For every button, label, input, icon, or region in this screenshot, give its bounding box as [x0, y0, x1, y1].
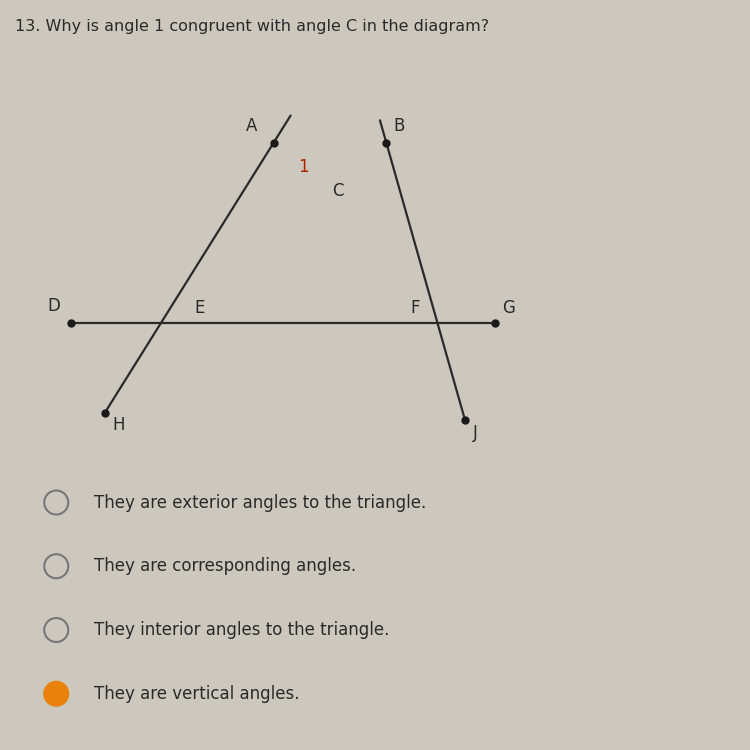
Text: They interior angles to the triangle.: They interior angles to the triangle.: [94, 621, 389, 639]
Text: 13. Why is angle 1 congruent with angle C in the diagram?: 13. Why is angle 1 congruent with angle …: [15, 19, 489, 34]
Text: They are vertical angles.: They are vertical angles.: [94, 685, 299, 703]
Circle shape: [44, 682, 68, 706]
Text: D: D: [47, 297, 60, 315]
Text: They are corresponding angles.: They are corresponding angles.: [94, 557, 356, 575]
Text: A: A: [246, 117, 257, 135]
Text: C: C: [332, 182, 344, 200]
Text: J: J: [472, 424, 477, 442]
Text: B: B: [394, 117, 405, 135]
Text: H: H: [112, 416, 125, 434]
Text: G: G: [503, 298, 515, 316]
Text: 1: 1: [298, 158, 308, 176]
Text: F: F: [410, 298, 420, 316]
Text: They are exterior angles to the triangle.: They are exterior angles to the triangle…: [94, 494, 426, 512]
Text: E: E: [194, 298, 205, 316]
